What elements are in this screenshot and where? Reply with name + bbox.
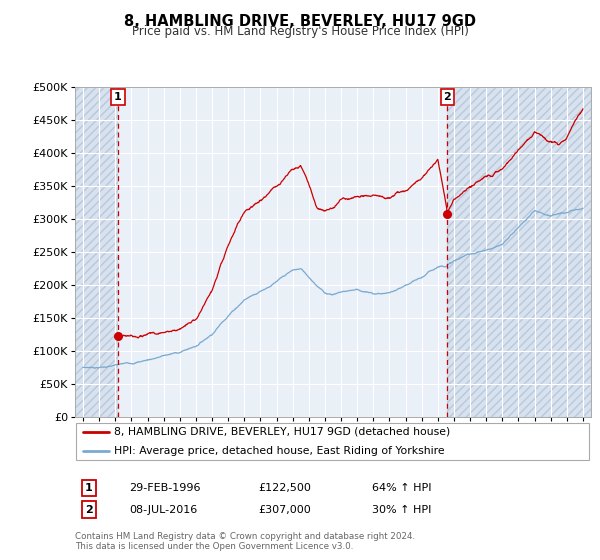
- Text: 1: 1: [114, 92, 122, 102]
- Text: 8, HAMBLING DRIVE, BEVERLEY, HU17 9GD (detached house): 8, HAMBLING DRIVE, BEVERLEY, HU17 9GD (d…: [114, 427, 450, 437]
- Text: £122,500: £122,500: [258, 483, 311, 493]
- Text: 30% ↑ HPI: 30% ↑ HPI: [372, 505, 431, 515]
- Text: 2: 2: [85, 505, 92, 515]
- Text: Contains HM Land Registry data © Crown copyright and database right 2024.
This d: Contains HM Land Registry data © Crown c…: [75, 532, 415, 552]
- FancyBboxPatch shape: [76, 423, 589, 460]
- Text: Price paid vs. HM Land Registry's House Price Index (HPI): Price paid vs. HM Land Registry's House …: [131, 25, 469, 38]
- Text: £307,000: £307,000: [258, 505, 311, 515]
- Bar: [447, 87, 591, 417]
- Text: 1: 1: [85, 483, 92, 493]
- Text: HPI: Average price, detached house, East Riding of Yorkshire: HPI: Average price, detached house, East…: [114, 446, 445, 456]
- Bar: [75, 87, 118, 417]
- Text: 2: 2: [443, 92, 451, 102]
- Text: 64% ↑ HPI: 64% ↑ HPI: [372, 483, 431, 493]
- Text: 08-JUL-2016: 08-JUL-2016: [129, 505, 197, 515]
- Text: 8, HAMBLING DRIVE, BEVERLEY, HU17 9GD: 8, HAMBLING DRIVE, BEVERLEY, HU17 9GD: [124, 14, 476, 29]
- Text: 29-FEB-1996: 29-FEB-1996: [129, 483, 200, 493]
